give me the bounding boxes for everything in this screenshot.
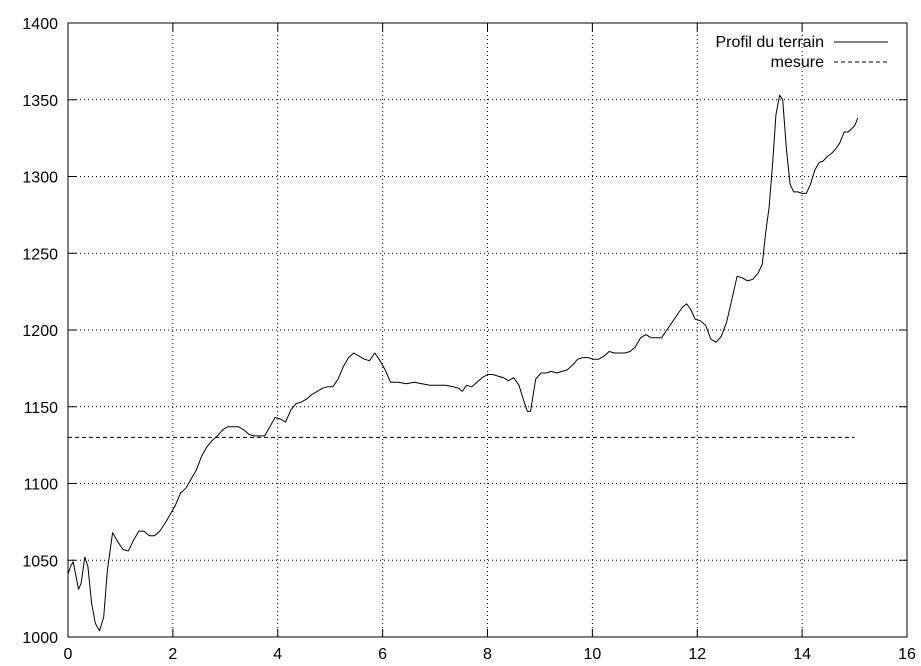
x-tick-label: 4 xyxy=(273,646,282,663)
x-tick-label: 14 xyxy=(793,646,811,663)
legend: Profil du terrain mesure xyxy=(716,34,888,71)
grid-layer xyxy=(68,23,907,637)
y-tick-label: 1300 xyxy=(22,170,58,187)
y-tick-label: 1400 xyxy=(22,16,58,33)
x-tick-label: 12 xyxy=(688,646,706,663)
y-tick-label: 1100 xyxy=(24,477,59,494)
tick-layer: 0 2 4 6 8 10 12 14 16 1000 1050 1100 1150 1200 1250 130… xyxy=(22,16,916,663)
x-tick-label: 16 xyxy=(898,646,916,663)
x-tick-label: 10 xyxy=(583,646,601,663)
legend-label-terrain: Profil du terrain xyxy=(716,34,825,51)
x-tick-label: 8 xyxy=(483,646,492,663)
y-tick-label: 1350 xyxy=(22,93,58,110)
series-layer xyxy=(67,94,859,632)
y-tick-label: 1000 xyxy=(22,630,58,647)
y-tick-label: 1150 xyxy=(24,400,59,417)
plot-frame xyxy=(67,22,908,638)
x-tick-label: 0 xyxy=(64,646,73,663)
x-tick-label: 2 xyxy=(168,646,177,663)
y-tick-label: 1250 xyxy=(22,246,58,263)
y-tick-label: 1200 xyxy=(22,323,58,340)
y-tick-label: 1050 xyxy=(22,553,58,570)
series-line-terrain xyxy=(67,94,859,632)
legend-label-mesure: mesure xyxy=(771,54,824,71)
x-tick-label: 6 xyxy=(378,646,387,663)
